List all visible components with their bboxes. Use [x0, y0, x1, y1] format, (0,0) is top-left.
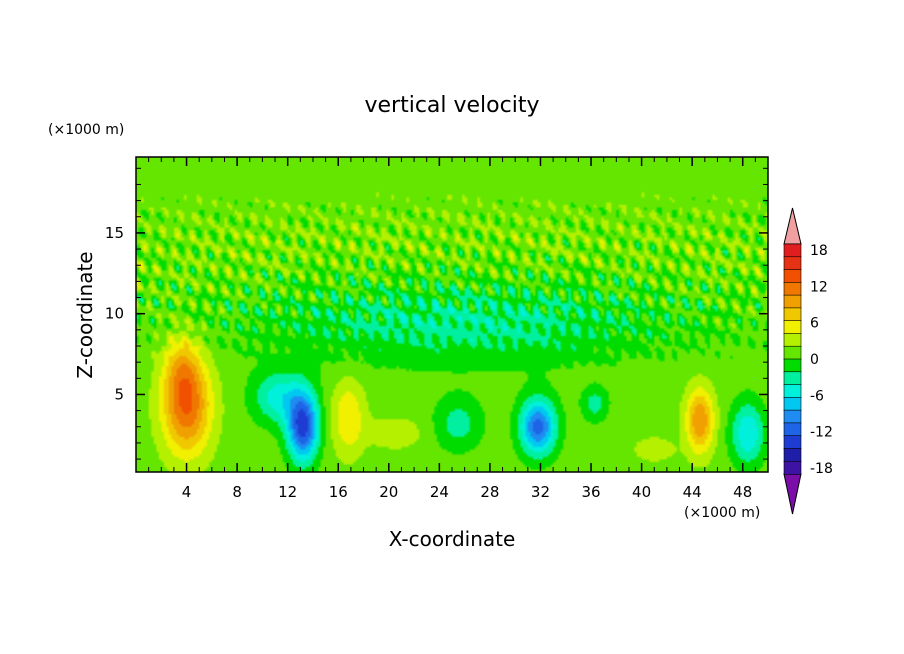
x-tick-label: 36 — [581, 483, 600, 501]
x-tick-label: 28 — [480, 483, 499, 501]
colorbar-swatch — [783, 243, 802, 258]
colorbar-swatch — [783, 269, 802, 284]
colorbar-swatch — [783, 256, 802, 271]
y-tick-label: 10 — [105, 305, 124, 323]
x-tick-label: 8 — [232, 483, 242, 501]
colorbar-swatch — [783, 358, 802, 373]
x-tick-label: 16 — [329, 483, 348, 501]
colorbar: 18 12 6 0 -6 -12 -18 — [783, 207, 833, 515]
colorbar-min-arrow — [783, 473, 802, 515]
colorbar-swatch — [783, 333, 802, 348]
y-unit-label: (×1000 m) — [48, 122, 124, 138]
colorbar-swatch — [783, 371, 802, 386]
colorbar-tick-label: 6 — [810, 316, 819, 332]
x-tick-label: 32 — [531, 483, 550, 501]
x-tick-label: 20 — [379, 483, 398, 501]
colorbar-swatch — [783, 460, 802, 475]
x-tick-label: 40 — [632, 483, 651, 501]
colorbar-max-arrow — [783, 207, 802, 245]
y-tick-label: 5 — [114, 385, 124, 403]
colorbar-swatch — [783, 307, 802, 322]
colorbar-tick-label: 12 — [810, 279, 828, 295]
colorbar-swatch — [783, 422, 802, 437]
colorbar-swatch — [783, 384, 802, 399]
x-tick-label: 48 — [733, 483, 752, 501]
x-tick-label: 12 — [278, 483, 297, 501]
velocity-field — [136, 157, 768, 472]
colorbar-swatch — [783, 345, 802, 360]
colorbar-swatch — [783, 435, 802, 450]
colorbar-swatch — [783, 448, 802, 463]
x-tick-label: 24 — [430, 483, 449, 501]
colorbar-tick-label: -12 — [810, 425, 833, 441]
colorbar-swatch — [783, 282, 802, 296]
x-axis-label: X-coordinate — [389, 527, 516, 551]
colorbar-swatch — [783, 397, 802, 411]
colorbar-tick-label: 0 — [810, 352, 819, 368]
x-tick-label: 44 — [683, 483, 702, 501]
colorbar-swatch — [783, 294, 802, 309]
x-axis-ticks: 4 8 12 16 20 24 28 32 36 40 44 48 — [148, 157, 756, 501]
x-tick-label: 4 — [182, 483, 192, 501]
chart-title: vertical velocity — [364, 93, 539, 118]
y-axis-ticks: 5 10 15 — [105, 167, 768, 460]
x-unit-label: (×1000 m) — [684, 505, 760, 521]
colorbar-swatch — [783, 320, 802, 335]
colorbar-tick-label: -6 — [810, 388, 824, 404]
y-tick-label: 15 — [105, 224, 124, 242]
colorbar-tick-label: -18 — [810, 461, 833, 477]
y-axis-label: Z-coordinate — [73, 251, 97, 378]
colorbar-swatch — [783, 409, 802, 424]
colorbar-tick-label: 18 — [810, 243, 828, 259]
